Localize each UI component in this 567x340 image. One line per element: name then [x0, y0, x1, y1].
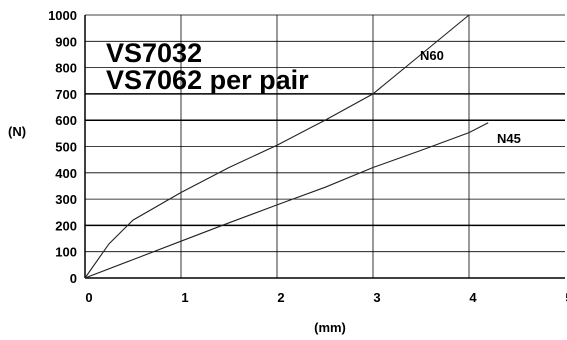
grid	[84, 14, 565, 279]
x-tick-1: 1	[181, 290, 188, 305]
y-tick-600: 600	[55, 113, 77, 128]
y-tick-900: 900	[55, 34, 77, 49]
x-tick-0: 0	[85, 290, 92, 305]
x-tick-3: 3	[373, 290, 380, 305]
title-line-2: VS7062 per pair	[106, 65, 309, 95]
y-tick-400: 400	[55, 166, 77, 181]
series-labels: N60 N45	[420, 48, 521, 146]
series-label-n60: N60	[420, 48, 444, 63]
x-tick-labels: 0 1 2 3 4 5	[85, 290, 567, 305]
y-axis-label: (N)	[8, 124, 26, 139]
series-lines	[84, 14, 489, 279]
series-line-n60	[84, 14, 470, 279]
y-tick-700: 700	[55, 87, 77, 102]
series-line-n45	[84, 122, 489, 279]
x-axis-label: (mm)	[314, 320, 346, 335]
y-tick-1000: 1000	[48, 8, 77, 23]
y-tick-0: 0	[70, 271, 77, 286]
x-tick-4: 4	[469, 290, 477, 305]
series-label-n45: N45	[497, 131, 521, 146]
x-tick-2: 2	[277, 290, 284, 305]
y-tick-500: 500	[55, 140, 77, 155]
y-tick-200: 200	[55, 218, 77, 233]
y-tick-300: 300	[55, 192, 77, 207]
x-tick-5: 5	[565, 290, 567, 305]
y-tick-800: 800	[55, 61, 77, 76]
y-tick-labels: 0 100 200 300 400 500 600 700 800 900 1000	[48, 8, 77, 286]
y-tick-100: 100	[55, 245, 77, 260]
title-line-1: VS7032	[106, 38, 202, 68]
